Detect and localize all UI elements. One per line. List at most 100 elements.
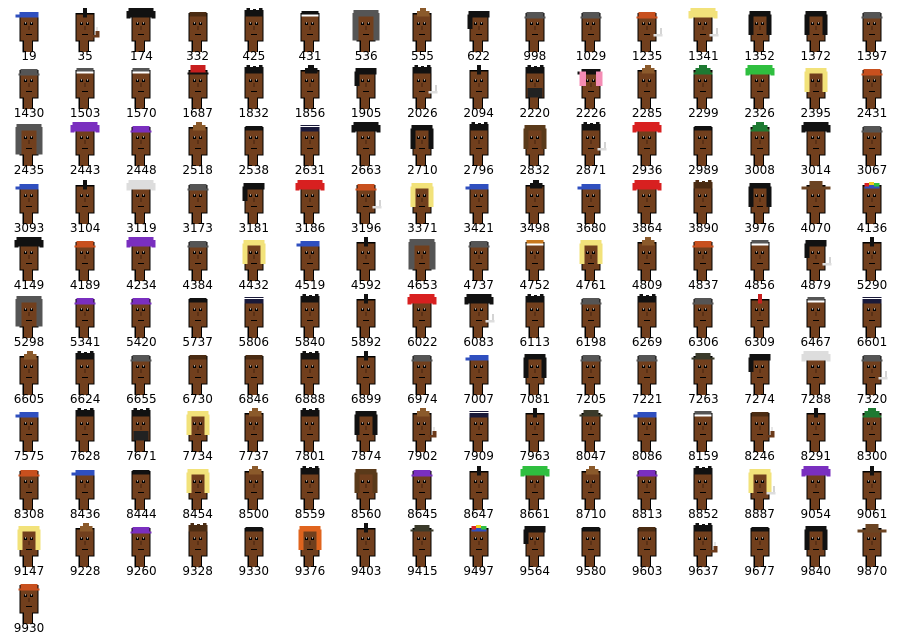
avatar-cell[interactable]: 1352: [737, 6, 783, 64]
avatar-cell[interactable]: 3498: [512, 178, 558, 236]
avatar-cell[interactable]: 1029: [568, 6, 614, 64]
avatar-cell[interactable]: 8852: [680, 464, 726, 522]
avatar-cell[interactable]: 5298: [6, 292, 52, 350]
avatar-cell[interactable]: 4737: [456, 235, 502, 293]
avatar-cell[interactable]: 998: [512, 6, 558, 64]
avatar-cell[interactable]: 3067: [849, 120, 895, 178]
avatar-cell[interactable]: 2220: [512, 63, 558, 121]
avatar-cell[interactable]: 8887: [737, 464, 783, 522]
avatar-cell[interactable]: 2518: [175, 120, 221, 178]
avatar-cell[interactable]: 7575: [6, 406, 52, 464]
avatar-cell[interactable]: 1372: [793, 6, 839, 64]
avatar-cell[interactable]: 2832: [512, 120, 558, 178]
avatar-cell[interactable]: 4384: [175, 235, 221, 293]
avatar-cell[interactable]: 1235: [624, 6, 670, 64]
avatar-cell[interactable]: 2431: [849, 63, 895, 121]
avatar-cell[interactable]: 2395: [793, 63, 839, 121]
avatar-cell[interactable]: 8086: [624, 406, 670, 464]
avatar-cell[interactable]: 1905: [343, 63, 389, 121]
avatar-cell[interactable]: 8661: [512, 464, 558, 522]
avatar-cell[interactable]: 9330: [231, 521, 277, 579]
avatar-cell[interactable]: 4809: [624, 235, 670, 293]
avatar-cell[interactable]: 3421: [456, 178, 502, 236]
avatar-cell[interactable]: 2226: [568, 63, 614, 121]
avatar-cell[interactable]: 4189: [62, 235, 108, 293]
avatar-cell[interactable]: 6846: [231, 349, 277, 407]
avatar-cell[interactable]: 7205: [568, 349, 614, 407]
avatar-cell[interactable]: 431: [287, 6, 333, 64]
avatar-cell[interactable]: 2663: [343, 120, 389, 178]
avatar-cell[interactable]: 332: [175, 6, 221, 64]
avatar-cell[interactable]: 174: [118, 6, 164, 64]
avatar-cell[interactable]: 2443: [62, 120, 108, 178]
avatar-cell[interactable]: 1341: [680, 6, 726, 64]
avatar-cell[interactable]: 3371: [399, 178, 445, 236]
avatar-cell[interactable]: 2094: [456, 63, 502, 121]
avatar-cell[interactable]: 8454: [175, 464, 221, 522]
avatar-cell[interactable]: 3093: [6, 178, 52, 236]
avatar-cell[interactable]: 4136: [849, 178, 895, 236]
avatar-cell[interactable]: 9376: [287, 521, 333, 579]
avatar-cell[interactable]: 3680: [568, 178, 614, 236]
avatar-cell[interactable]: 2448: [118, 120, 164, 178]
avatar-cell[interactable]: 1832: [231, 63, 277, 121]
avatar-cell[interactable]: 6022: [399, 292, 445, 350]
avatar-cell[interactable]: 4761: [568, 235, 614, 293]
avatar-cell[interactable]: 4234: [118, 235, 164, 293]
avatar-cell[interactable]: 3181: [231, 178, 277, 236]
avatar-cell[interactable]: 7963: [512, 406, 558, 464]
avatar-cell[interactable]: 7734: [175, 406, 221, 464]
avatar-cell[interactable]: 6730: [175, 349, 221, 407]
avatar-cell[interactable]: 3976: [737, 178, 783, 236]
avatar-cell[interactable]: 5840: [287, 292, 333, 350]
avatar-cell[interactable]: 2299: [680, 63, 726, 121]
avatar-cell[interactable]: 5892: [343, 292, 389, 350]
avatar-cell[interactable]: 8559: [287, 464, 333, 522]
avatar-cell[interactable]: 4070: [793, 178, 839, 236]
avatar-cell[interactable]: 6467: [793, 292, 839, 350]
avatar-cell[interactable]: 4879: [793, 235, 839, 293]
avatar-cell[interactable]: 3014: [793, 120, 839, 178]
avatar-cell[interactable]: 5420: [118, 292, 164, 350]
avatar-cell[interactable]: 9840: [793, 521, 839, 579]
avatar-cell[interactable]: 8645: [399, 464, 445, 522]
avatar-cell[interactable]: 1503: [62, 63, 108, 121]
avatar-cell[interactable]: 6624: [62, 349, 108, 407]
avatar-cell[interactable]: 8047: [568, 406, 614, 464]
avatar-cell[interactable]: 6899: [343, 349, 389, 407]
avatar-cell[interactable]: 9147: [6, 521, 52, 579]
avatar-cell[interactable]: 9870: [849, 521, 895, 579]
avatar-cell[interactable]: 9930: [6, 578, 52, 636]
avatar-cell[interactable]: 6306: [680, 292, 726, 350]
avatar-cell[interactable]: 5290: [849, 235, 895, 293]
avatar-cell[interactable]: 8500: [231, 464, 277, 522]
avatar-cell[interactable]: 7288: [793, 349, 839, 407]
avatar-cell[interactable]: 2871: [568, 120, 614, 178]
avatar-cell[interactable]: 6888: [287, 349, 333, 407]
avatar-cell[interactable]: 7274: [737, 349, 783, 407]
avatar-cell[interactable]: 1687: [175, 63, 221, 121]
avatar-cell[interactable]: 9054: [793, 464, 839, 522]
avatar-cell[interactable]: 9415: [399, 521, 445, 579]
avatar-cell[interactable]: 2285: [624, 63, 670, 121]
avatar-cell[interactable]: 1856: [287, 63, 333, 121]
avatar-cell[interactable]: 7081: [512, 349, 558, 407]
avatar-cell[interactable]: 2026: [399, 63, 445, 121]
avatar-cell[interactable]: 1397: [849, 6, 895, 64]
avatar-cell[interactable]: 1430: [6, 63, 52, 121]
avatar-cell[interactable]: 6655: [118, 349, 164, 407]
avatar-cell[interactable]: 3864: [624, 178, 670, 236]
avatar-cell[interactable]: 8560: [343, 464, 389, 522]
avatar-cell[interactable]: 7263: [680, 349, 726, 407]
avatar-cell[interactable]: 19: [6, 6, 52, 64]
avatar-cell[interactable]: 3104: [62, 178, 108, 236]
avatar-cell[interactable]: 9228: [62, 521, 108, 579]
avatar-cell[interactable]: 6113: [512, 292, 558, 350]
avatar-cell[interactable]: 8246: [737, 406, 783, 464]
avatar-cell[interactable]: 9637: [680, 521, 726, 579]
avatar-cell[interactable]: 7221: [624, 349, 670, 407]
avatar-cell[interactable]: 2538: [231, 120, 277, 178]
avatar-cell[interactable]: 6974: [399, 349, 445, 407]
avatar-cell[interactable]: 8444: [118, 464, 164, 522]
avatar-cell[interactable]: 425: [231, 6, 277, 64]
